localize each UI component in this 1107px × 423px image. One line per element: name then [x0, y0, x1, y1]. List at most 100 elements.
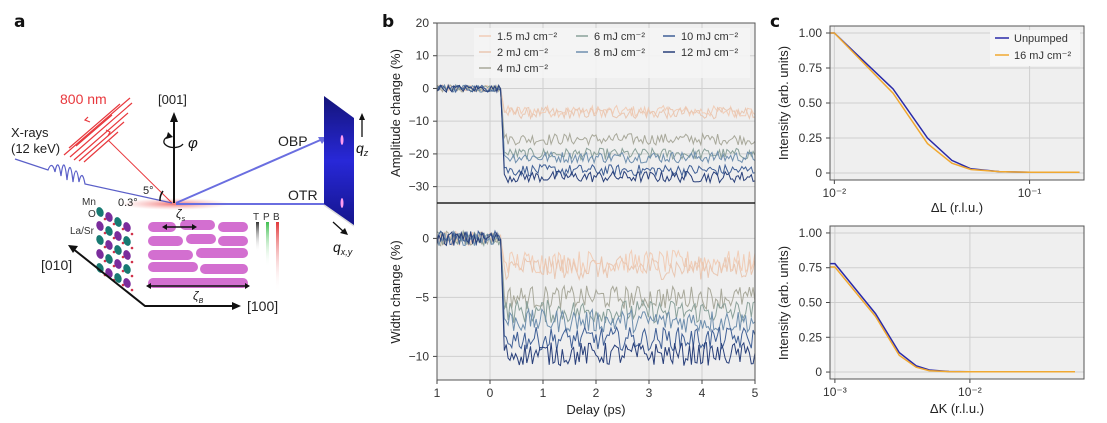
mn-atom — [105, 212, 113, 222]
mn-atom — [96, 221, 104, 231]
c-legend-box — [990, 30, 1080, 66]
panel-letter-a: a — [14, 12, 25, 32]
b-legend-label: 8 mJ cm⁻² — [594, 47, 645, 59]
angle-03-label: 0.3° — [118, 197, 138, 209]
axis-010-arrow-icon — [68, 245, 78, 253]
b-legend-label: 6 mJ cm⁻² — [594, 31, 645, 43]
zeta-b-label: ζB — [193, 289, 204, 305]
lasr-atom — [96, 235, 104, 245]
mn-atom — [123, 222, 131, 232]
b-xtick-label: 3 — [646, 386, 653, 400]
b-xtick-label: 0 — [487, 386, 494, 400]
mn-label: Mn — [82, 197, 96, 208]
axis-100-label: [100] — [247, 298, 278, 314]
c-bottom-ytick-label: 0.50 — [799, 296, 823, 310]
o-atom — [103, 231, 107, 235]
o-atom — [112, 222, 116, 226]
panel-letter-b: b — [382, 12, 394, 32]
b-top-ytick-label: −30 — [409, 180, 430, 194]
b-top-ytick-label: −10 — [409, 114, 430, 128]
c-bottom-xlabel: ΔK (r.l.u.) — [930, 401, 984, 416]
bar-p-label: P — [263, 212, 270, 223]
c-top-ytick-label: 0 — [815, 166, 822, 180]
qxy-label: qx,y — [333, 239, 353, 257]
c-top-ytick-label: 0.50 — [799, 96, 823, 110]
domain-block — [148, 236, 183, 246]
o-atom — [112, 236, 116, 240]
o-atom — [121, 255, 125, 259]
lasr-atom — [123, 236, 131, 246]
b-top-ytick-label: −20 — [409, 147, 430, 161]
angle-5-arc-icon — [159, 190, 164, 202]
b-legend-box — [474, 28, 750, 78]
b-bottom-series-line — [436, 229, 756, 352]
b-bottom-ytick-label: −5 — [415, 290, 429, 304]
b-top-ytick-label: 20 — [416, 16, 430, 30]
c-bottom-ytick-label: 0.75 — [799, 261, 823, 275]
b-legend: 1.5 mJ cm⁻² 2 mJ cm⁻² 4 mJ cm⁻² 6 mJ cm⁻² 8 … — [474, 28, 750, 78]
c-bottom-ytick-label: 1.00 — [799, 226, 823, 240]
phi-label: φ — [188, 135, 198, 152]
zeta-s-left-arrowhead-icon — [162, 224, 167, 230]
lasr-atom — [114, 217, 122, 227]
lasr-atom — [123, 264, 131, 274]
detector — [324, 96, 354, 226]
bar-b — [276, 222, 279, 292]
domain-block — [218, 236, 248, 246]
zeta-s-right-arrowhead-icon — [192, 224, 197, 230]
domain-block — [200, 264, 248, 274]
c-bottom-ytick-label: 0.25 — [799, 330, 823, 344]
domain-structure — [148, 220, 248, 288]
lasr-atom — [114, 273, 122, 283]
o-atom — [121, 241, 125, 245]
b-bottom-series-line — [436, 230, 756, 367]
c-bottom-frame — [829, 225, 1085, 380]
crystal-lattice — [96, 207, 134, 292]
b-xtick-label: 4 — [699, 386, 706, 400]
o-atom — [103, 245, 107, 249]
o-atom — [130, 260, 134, 264]
b-legend-label: 10 mJ cm⁻² — [681, 31, 738, 43]
domain-block — [186, 234, 216, 244]
bar-p — [266, 222, 269, 267]
domain-block — [196, 248, 248, 258]
o-atom — [103, 259, 107, 263]
otr-label: OTR — [288, 187, 318, 203]
b-bottom-ytick-label: −10 — [409, 349, 430, 363]
zeta-b-left-arrowhead-icon — [146, 283, 151, 289]
c-top-series-line — [830, 32, 1080, 174]
bar-b-label: B — [273, 212, 280, 223]
b-xtick-label: 5 — [752, 386, 759, 400]
b-bottom-ytick-label: 0 — [422, 231, 429, 245]
obp-beam — [175, 137, 326, 204]
c-bottom-ytick-label: 0 — [815, 365, 822, 379]
mn-atom — [96, 249, 104, 259]
c-top-xlabel: ΔL (r.l.u.) — [931, 200, 983, 215]
domain-block — [218, 222, 248, 232]
inplane-axes — [71, 247, 235, 307]
beam-spot — [120, 198, 230, 210]
c-top-ytick-label: 0.75 — [799, 61, 823, 75]
b-top-series-line — [436, 83, 756, 185]
b-legend-label: 4 mJ cm⁻² — [497, 63, 548, 75]
xray-label: X-rays — [11, 125, 49, 140]
c-legend-label: 16 mJ cm⁻² — [1014, 50, 1071, 62]
mn-atom — [105, 240, 113, 250]
lasr-atom — [105, 254, 113, 264]
c-top-xtick-label: 10⁻² — [823, 186, 847, 200]
domain-block — [148, 250, 193, 260]
mn-atom — [123, 250, 131, 260]
detector-peak-otr — [340, 198, 344, 208]
laser-beam — [107, 139, 173, 204]
zeta-b-right-arrowhead-icon — [245, 283, 250, 289]
b-xtick-label: 1 — [434, 386, 441, 400]
b-xtick-label: 1 — [540, 386, 547, 400]
o-atom — [121, 283, 125, 287]
qxy-arrow-icon — [332, 221, 345, 233]
o-atom — [130, 288, 134, 292]
o-atom — [112, 264, 116, 268]
b-legend-label: 1.5 mJ cm⁻² — [497, 31, 558, 43]
angle-5-label: 5° — [143, 185, 154, 197]
bar-t — [256, 222, 259, 252]
o-label: O — [88, 209, 96, 220]
